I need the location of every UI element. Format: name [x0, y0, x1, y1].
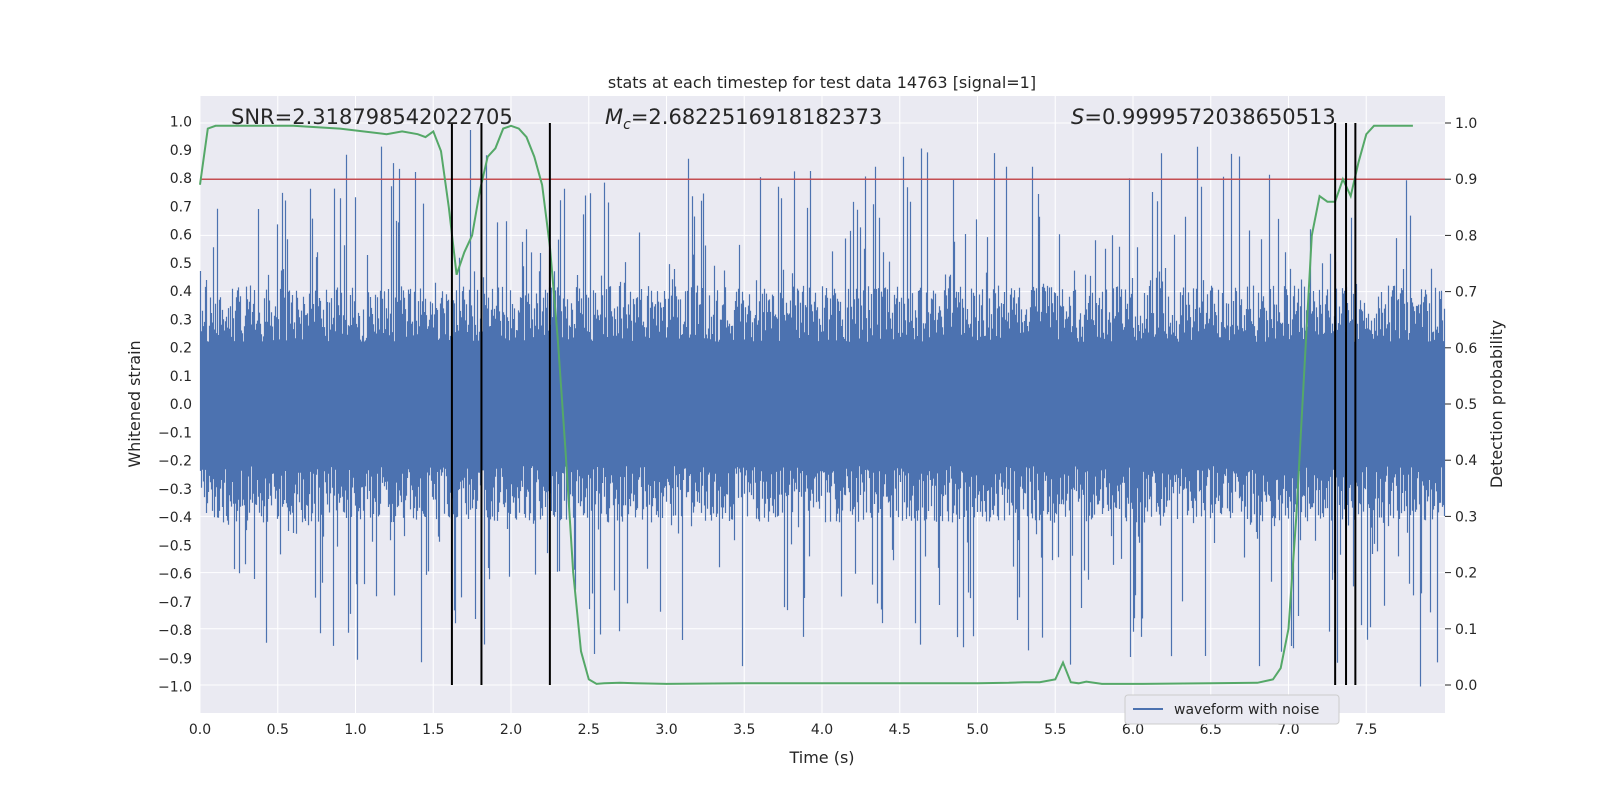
snr-annotation: SNR=2.318798542022705 [231, 105, 513, 129]
y-tick-label-left: −0.3 [158, 482, 192, 498]
x-tick-label: 1.5 [422, 722, 444, 738]
x-tick-label: 1.0 [344, 722, 366, 738]
y-tick-label-right: 0.7 [1455, 285, 1477, 301]
x-tick-label: 0.0 [189, 722, 211, 738]
waveform-noise-path [199, 130, 1446, 687]
y-tick-label-left: −0.4 [158, 510, 192, 526]
x-tick-label: 5.0 [966, 722, 988, 738]
y-tick-label-right: 1.0 [1455, 116, 1477, 132]
detection-probability-line [199, 124, 1413, 685]
y-tick-label-left: 0.0 [170, 397, 192, 413]
x-tick-label: 2.0 [500, 722, 522, 738]
legend: waveform with noise [1124, 694, 1340, 725]
y-tick-label-right: 0.9 [1455, 172, 1477, 188]
y-tick-label-left: 1.0 [170, 115, 192, 131]
y-tick-label-left: 0.8 [170, 171, 192, 187]
overlay-layer [199, 123, 1445, 685]
x-tick-label: 4.0 [811, 722, 833, 738]
y-tick-label-left: −0.1 [158, 425, 192, 441]
y-tick-label-left: −0.5 [158, 538, 192, 554]
y-axis-label-left: Whitened strain [125, 340, 144, 467]
y-tick-label-left: −0.8 [158, 623, 192, 639]
y-tick-label-right: 0.6 [1455, 341, 1477, 357]
s-annotation: S=0.9999572038650513 [1071, 105, 1336, 129]
x-tick-label: 6.0 [1122, 722, 1144, 738]
y-tick-label-left: −0.6 [158, 567, 192, 583]
y-tick-label-left: 0.4 [170, 284, 192, 300]
tick-labels: 0.0 0.5 1.0 1.5 2.0 2.5 3.0 3.5 4.0 4.5 5.0 5.5 6.0 6… [158, 115, 1477, 739]
y-tick-label-left: −1.0 [158, 680, 192, 696]
s-value: =0.9999572038650513 [1084, 105, 1335, 129]
y-tick-label-right: 0.8 [1455, 228, 1477, 244]
x-tick-label: 7.0 [1277, 722, 1299, 738]
y-tick-label-left: 0.3 [170, 312, 192, 328]
s-symbol: S [1071, 105, 1084, 129]
y-tick-label-right: 0.0 [1455, 678, 1477, 694]
y-axis-label-right: Detection probability [1487, 320, 1506, 488]
x-axis-label: Time (s) [788, 748, 854, 767]
x-tick-label: 5.5 [1044, 722, 1066, 738]
y-tick-label-left: −0.2 [158, 454, 192, 470]
legend-label-waveform: waveform with noise [1174, 702, 1319, 718]
chirp-mass-annotation: Mc=2.6822516918182373 [605, 105, 882, 133]
y-tick-label-left: 0.2 [170, 341, 192, 357]
y-tick-label-right: 0.1 [1455, 622, 1477, 638]
y-tick-label-right: 0.3 [1455, 509, 1477, 525]
y-tick-label-left: −0.9 [158, 651, 192, 667]
x-tick-label: 0.5 [267, 722, 289, 738]
y-tick-label-left: 0.1 [170, 369, 192, 385]
x-tick-label: 7.5 [1355, 722, 1377, 738]
x-tick-label: 3.5 [733, 722, 755, 738]
y-tick-label-left: 0.5 [170, 256, 192, 272]
chirp-mass-symbol: M [605, 105, 623, 129]
y-tick-label-right: 0.4 [1455, 453, 1477, 469]
x-tick-label: 2.5 [578, 722, 600, 738]
x-tick-label: 4.5 [889, 722, 911, 738]
x-tick-label: 6.5 [1200, 722, 1222, 738]
waveform-series [199, 130, 1446, 687]
y-tick-label-left: 0.6 [170, 228, 192, 244]
y-tick-label-left: −0.7 [158, 595, 192, 611]
chirp-mass-subscript: c [623, 117, 631, 133]
y-tick-label-right: 0.2 [1455, 566, 1477, 582]
x-tick-label: 3.0 [655, 722, 677, 738]
chart-title: stats at each timestep for test data 147… [608, 73, 1036, 92]
legend-box [1124, 694, 1340, 725]
y-tick-label-left: 0.9 [170, 143, 192, 159]
y-tick-label-left: 0.7 [170, 199, 192, 215]
y-tick-label-right: 0.5 [1455, 397, 1477, 413]
chirp-mass-value: =2.6822516918182373 [631, 105, 882, 129]
